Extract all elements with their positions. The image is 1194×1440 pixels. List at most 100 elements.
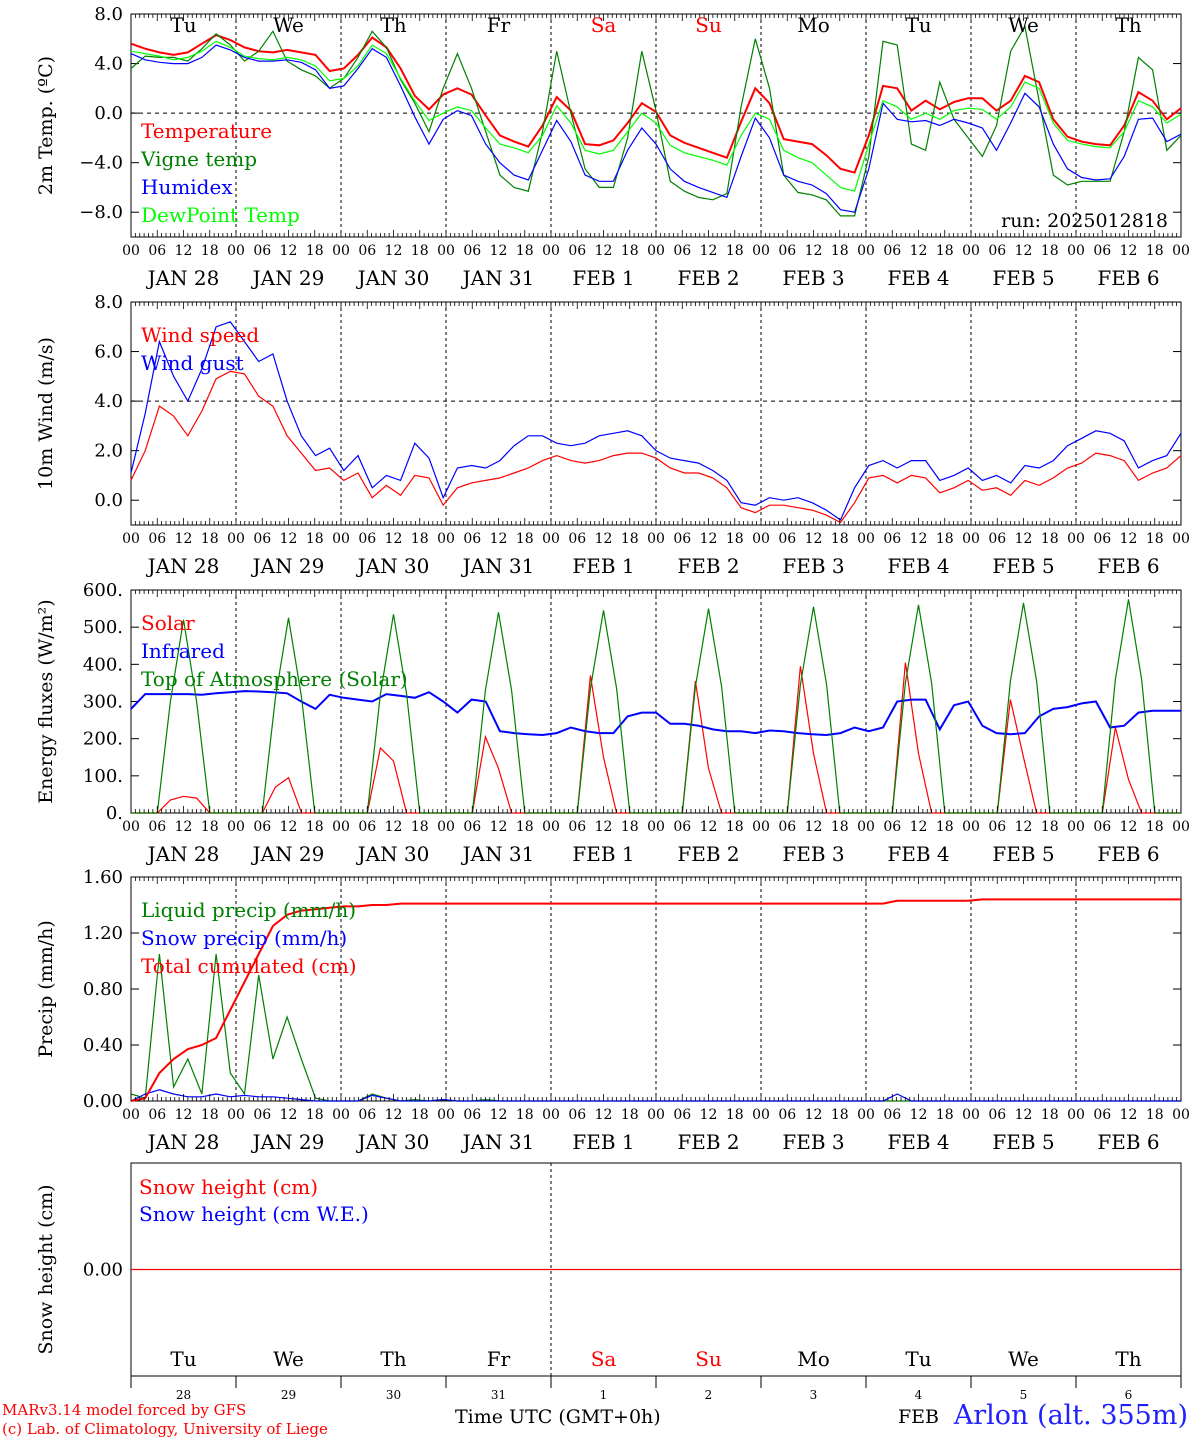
y-tick-label: 0.0 <box>94 103 123 124</box>
hour-label: 06 <box>988 531 1006 547</box>
series-line <box>130 24 1182 217</box>
hour-label: 12 <box>1015 1107 1033 1123</box>
hour-label: 06 <box>148 243 166 259</box>
hour-label: 12 <box>595 1107 613 1123</box>
plot-frame <box>130 589 1182 814</box>
hour-label: 18 <box>306 1107 324 1123</box>
hour-label: 00 <box>752 531 770 547</box>
day-number-label: 6 <box>1125 1388 1133 1402</box>
date-label: FEB 4 <box>887 1130 949 1154</box>
y-tick-label: 4.0 <box>94 391 123 412</box>
hour-label: 12 <box>385 819 403 835</box>
hour-label: 12 <box>910 531 928 547</box>
series-line <box>130 44 1182 213</box>
hour-label: 06 <box>148 1107 166 1123</box>
hour-label: 00 <box>1067 1107 1085 1123</box>
hour-label: 00 <box>752 819 770 835</box>
date-label: FEB 6 <box>1097 554 1159 578</box>
hour-label: 18 <box>201 243 219 259</box>
hour-label: 12 <box>595 531 613 547</box>
series-line <box>130 40 1182 192</box>
hour-label: 12 <box>490 1107 508 1123</box>
date-label: JAN 28 <box>146 266 220 290</box>
hour-label: 12 <box>175 1107 193 1123</box>
hour-label: 06 <box>358 531 376 547</box>
hour-label: 00 <box>542 531 560 547</box>
hour-label: 00 <box>332 531 350 547</box>
day-number-label: 4 <box>915 1388 923 1402</box>
hour-label: 18 <box>411 1107 429 1123</box>
hour-label: 06 <box>568 531 586 547</box>
hour-label: 00 <box>1067 819 1085 835</box>
hour-label: 06 <box>463 243 481 259</box>
hour-label: 18 <box>201 1107 219 1123</box>
hour-label: 12 <box>490 243 508 259</box>
hour-label: 00 <box>1172 243 1190 259</box>
day-number-label: 30 <box>386 1388 401 1402</box>
day-number-label: 28 <box>176 1388 191 1402</box>
legend-entry: Humidex <box>141 175 233 199</box>
hour-label: 00 <box>227 243 245 259</box>
hour-label: 12 <box>280 1107 298 1123</box>
y-tick-label: 0.00 <box>83 1260 123 1281</box>
date-label: FEB 4 <box>887 842 949 866</box>
hour-label: 18 <box>621 819 639 835</box>
hour-label: 00 <box>1172 1107 1190 1123</box>
date-label: FEB 4 <box>887 266 949 290</box>
date-label: FEB 3 <box>782 266 844 290</box>
series-line <box>130 321 1182 521</box>
hour-label: 12 <box>1120 1107 1138 1123</box>
weekday-label: Th <box>380 1347 406 1371</box>
hour-label: 06 <box>358 1107 376 1123</box>
legend-entry: Total cumulated (cm) <box>141 954 357 978</box>
hour-label: 00 <box>437 819 455 835</box>
hour-label: 12 <box>1015 243 1033 259</box>
hour-label: 00 <box>647 531 665 547</box>
date-label: JAN 31 <box>461 842 535 866</box>
hour-label: 00 <box>647 243 665 259</box>
date-label: FEB 5 <box>992 266 1054 290</box>
hour-label: 06 <box>358 243 376 259</box>
hour-label: 12 <box>910 243 928 259</box>
hour-label: 00 <box>752 243 770 259</box>
hour-label: 00 <box>542 1107 560 1123</box>
hour-label: 00 <box>437 531 455 547</box>
hour-label: 12 <box>280 819 298 835</box>
day-number-label: 31 <box>491 1388 506 1402</box>
hour-label: 18 <box>1041 819 1059 835</box>
hour-label: 00 <box>437 1107 455 1123</box>
date-label: FEB 1 <box>572 554 634 578</box>
hour-label: 12 <box>175 531 193 547</box>
legend-entry: Temperature <box>141 119 272 143</box>
date-label: FEB 5 <box>992 1130 1054 1154</box>
hour-label: 18 <box>306 243 324 259</box>
hour-label: 06 <box>883 243 901 259</box>
date-label: FEB 1 <box>572 1130 634 1154</box>
hour-label: 06 <box>883 531 901 547</box>
hour-label: 00 <box>227 1107 245 1123</box>
hour-label: 06 <box>883 1107 901 1123</box>
hour-label: 06 <box>148 819 166 835</box>
hour-label: 12 <box>175 819 193 835</box>
date-label: FEB 4 <box>887 554 949 578</box>
weekday-label: We <box>1008 1347 1039 1371</box>
hour-label: 00 <box>857 243 875 259</box>
hour-label: 18 <box>726 531 744 547</box>
hour-label: 18 <box>936 819 954 835</box>
day-number-label: 2 <box>705 1388 713 1402</box>
hour-label: 12 <box>910 1107 928 1123</box>
y-tick-label: 0. <box>106 803 123 824</box>
date-label: JAN 28 <box>146 842 220 866</box>
y-tick-label: −4.0 <box>79 153 123 174</box>
weekday-label: Fr <box>487 1347 511 1371</box>
weekday-label: Tu <box>170 1347 196 1371</box>
y-tick-label: 8.0 <box>94 292 123 313</box>
series-line <box>130 690 1181 737</box>
hour-label: 06 <box>148 531 166 547</box>
hour-label: 18 <box>831 531 849 547</box>
weekday-label: Fr <box>487 13 511 37</box>
series-line <box>130 370 1182 524</box>
hour-label: 18 <box>726 1107 744 1123</box>
hour-label: 06 <box>463 819 481 835</box>
date-label: FEB 6 <box>1097 266 1159 290</box>
